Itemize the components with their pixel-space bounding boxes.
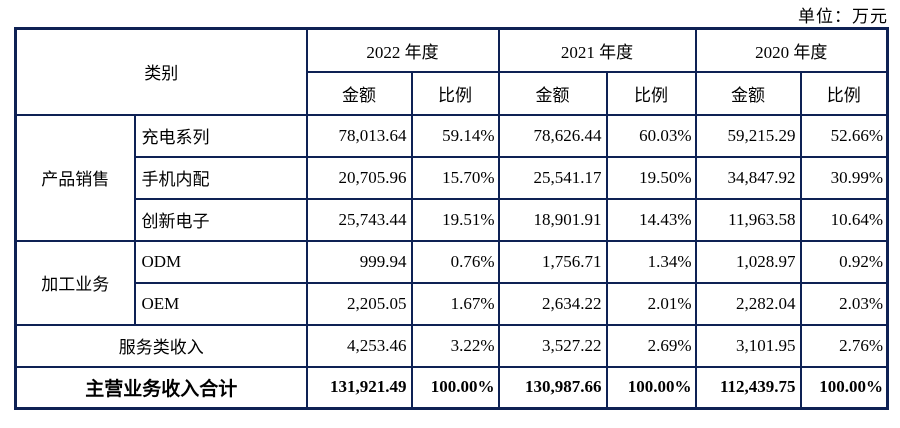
cell-ratio: 10.64% bbox=[799, 197, 889, 242]
revenue-table: 类别 2022 年度 2021 年度 2020 年度 金额 比例 金额 比例 金… bbox=[14, 27, 889, 410]
header-amount-2020: 金额 bbox=[694, 70, 802, 116]
cell-ratio: 19.50% bbox=[605, 155, 697, 200]
table-row: 服务类收入 4,253.46 3.22% 3,527.22 2.69% 3,10… bbox=[14, 323, 889, 368]
table-row: 手机内配 20,705.96 15.70% 25,541.17 19.50% 3… bbox=[16, 155, 889, 200]
cell-amount: 2,282.04 bbox=[694, 281, 802, 326]
cell-amount: 3,527.22 bbox=[497, 323, 608, 368]
header-year-2022: 2022 年度 bbox=[305, 27, 500, 73]
header-ratio-2022: 比例 bbox=[410, 70, 500, 116]
cell-amount: 999.94 bbox=[305, 239, 413, 284]
cell-amount: 59,215.29 bbox=[694, 113, 802, 158]
group-label-processing: 加工业务 bbox=[14, 239, 136, 326]
cell-ratio: 2.76% bbox=[799, 323, 889, 368]
cell-amount: 25,541.17 bbox=[497, 155, 608, 200]
row-label: 充电系列 bbox=[133, 113, 308, 158]
row-label: 创新电子 bbox=[133, 197, 308, 242]
table-row: 创新电子 25,743.44 19.51% 18,901.91 14.43% 1… bbox=[16, 197, 889, 242]
table-row: 产品销售 充电系列 78,013.64 59.14% 78,626.44 60.… bbox=[14, 113, 889, 242]
row-label-total: 主营业务收入合计 bbox=[14, 365, 308, 410]
cell-ratio: 2.01% bbox=[605, 281, 697, 326]
cell-amount: 3,101.95 bbox=[694, 323, 802, 368]
cell-amount: 78,013.64 bbox=[305, 113, 413, 158]
header-year-2021: 2021 年度 bbox=[497, 27, 697, 73]
cell-ratio: 0.76% bbox=[410, 239, 500, 284]
cell-ratio: 30.99% bbox=[799, 155, 889, 200]
header-amount-2021: 金额 bbox=[497, 70, 608, 116]
cell-ratio: 60.03% bbox=[605, 113, 697, 158]
cell-ratio: 100.00% bbox=[605, 365, 697, 410]
cell-ratio: 19.51% bbox=[410, 197, 500, 242]
group-label-product-sales: 产品销售 bbox=[14, 113, 136, 242]
header-ratio-2021: 比例 bbox=[605, 70, 697, 116]
row-label: OEM bbox=[133, 281, 308, 326]
cell-ratio: 52.66% bbox=[799, 113, 889, 158]
cell-amount: 2,634.22 bbox=[497, 281, 608, 326]
cell-ratio: 2.03% bbox=[799, 281, 889, 326]
cell-ratio: 14.43% bbox=[605, 197, 697, 242]
row-label: ODM bbox=[133, 239, 308, 284]
cell-amount: 131,921.49 bbox=[305, 365, 413, 410]
cell-ratio: 0.92% bbox=[799, 239, 889, 284]
cell-ratio: 15.70% bbox=[410, 155, 500, 200]
cell-amount: 2,205.05 bbox=[305, 281, 413, 326]
cell-ratio: 2.69% bbox=[605, 323, 697, 368]
cell-amount: 11,963.58 bbox=[694, 197, 802, 242]
cell-amount: 4,253.46 bbox=[305, 323, 413, 368]
cell-amount: 1,028.97 bbox=[694, 239, 802, 284]
unit-label: 单位：万元 bbox=[798, 7, 888, 26]
cell-amount: 130,987.66 bbox=[497, 365, 608, 410]
cell-amount: 1,756.71 bbox=[497, 239, 608, 284]
cell-amount: 20,705.96 bbox=[305, 155, 413, 200]
cell-amount: 34,847.92 bbox=[694, 155, 802, 200]
row-label: 手机内配 bbox=[133, 155, 308, 200]
cell-amount: 25,743.44 bbox=[305, 197, 413, 242]
cell-ratio: 100.00% bbox=[410, 365, 500, 410]
table-row-total: 主营业务收入合计 131,921.49 100.00% 130,987.66 1… bbox=[14, 365, 889, 410]
header-category: 类别 bbox=[14, 27, 308, 116]
header-amount-2022: 金额 bbox=[305, 70, 413, 116]
header-ratio-2020: 比例 bbox=[799, 70, 889, 116]
header-year-2020: 2020 年度 bbox=[694, 27, 889, 73]
cell-ratio: 3.22% bbox=[410, 323, 500, 368]
cell-amount: 112,439.75 bbox=[694, 365, 802, 410]
cell-ratio: 59.14% bbox=[410, 113, 500, 158]
cell-ratio: 1.34% bbox=[605, 239, 697, 284]
cell-amount: 78,626.44 bbox=[497, 113, 608, 158]
cell-ratio: 100.00% bbox=[799, 365, 889, 410]
table-row: 加工业务 ODM 999.94 0.76% 1,756.71 1.34% 1,0… bbox=[14, 239, 889, 326]
row-label-service-revenue: 服务类收入 bbox=[14, 323, 308, 368]
cell-ratio: 1.67% bbox=[410, 281, 500, 326]
cell-amount: 18,901.91 bbox=[497, 197, 608, 242]
table-row: OEM 2,205.05 1.67% 2,634.22 2.01% 2,282.… bbox=[16, 281, 889, 326]
